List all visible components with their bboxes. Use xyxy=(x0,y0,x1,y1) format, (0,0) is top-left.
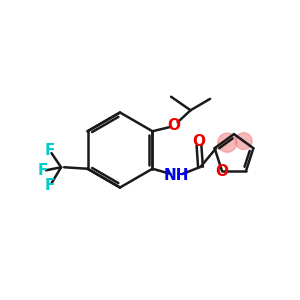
Text: NH: NH xyxy=(163,168,189,183)
Text: O: O xyxy=(215,164,228,179)
Circle shape xyxy=(218,133,237,152)
Text: F: F xyxy=(37,163,48,178)
Text: O: O xyxy=(168,118,181,133)
Circle shape xyxy=(235,133,252,149)
Text: O: O xyxy=(193,134,206,149)
Text: F: F xyxy=(44,178,55,194)
Text: F: F xyxy=(44,143,55,158)
